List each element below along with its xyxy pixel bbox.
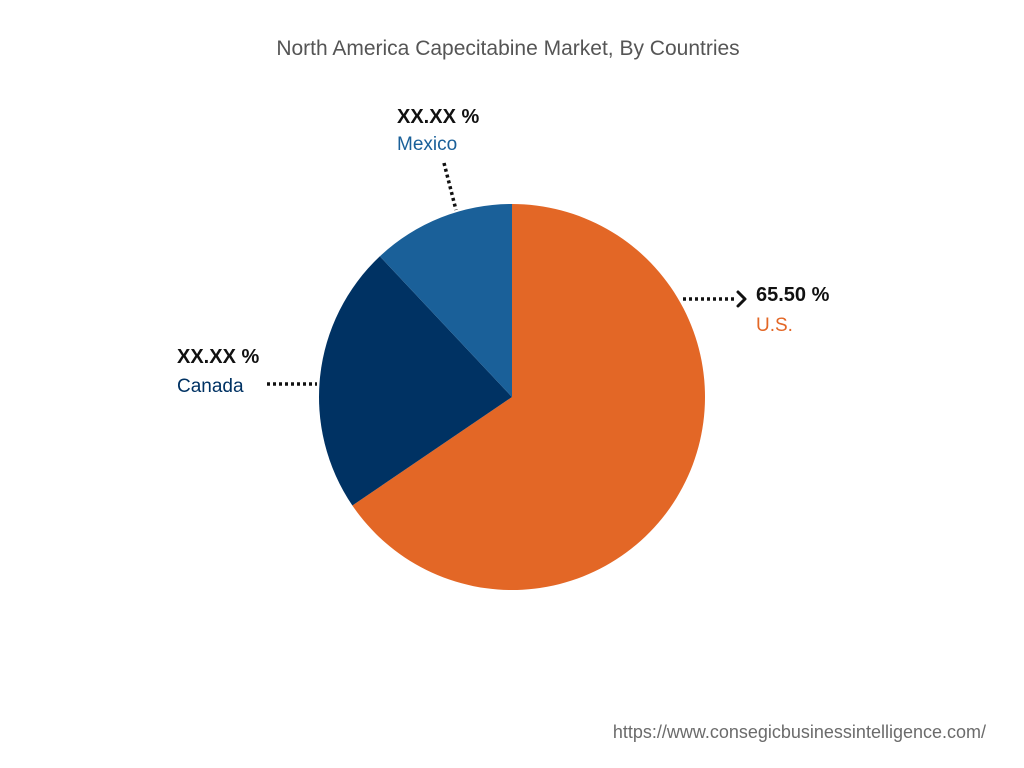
source-url[interactable]: https://www.consegicbusinessintelligence… [613, 722, 986, 742]
slice-mexico-value-label: XX.XX % [397, 106, 479, 128]
slice-us-category-label: U.S. [756, 315, 793, 336]
chart-title: North America Capecitabine Market, By Co… [276, 37, 739, 60]
pie-slice-mexico [379, 204, 512, 397]
slice-us-arrow-icon [736, 290, 747, 308]
slice-canada-category-label: Canada [177, 376, 244, 397]
pie-slice-us [352, 204, 705, 590]
slice-canada-value-label: XX.XX % [177, 346, 259, 368]
slice-us-value-label: 65.50 % [756, 284, 830, 306]
pie-slices [318, 204, 705, 590]
slice-mexico-category-label: Mexico [397, 134, 457, 155]
slice-mexico-leader-line [442, 162, 458, 211]
pie-slice-canada [318, 256, 512, 506]
